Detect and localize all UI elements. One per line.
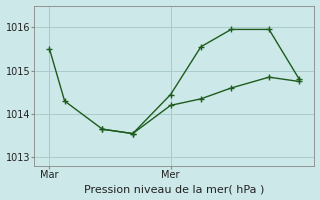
X-axis label: Pression niveau de la mer( hPa ): Pression niveau de la mer( hPa ) [84, 184, 265, 194]
